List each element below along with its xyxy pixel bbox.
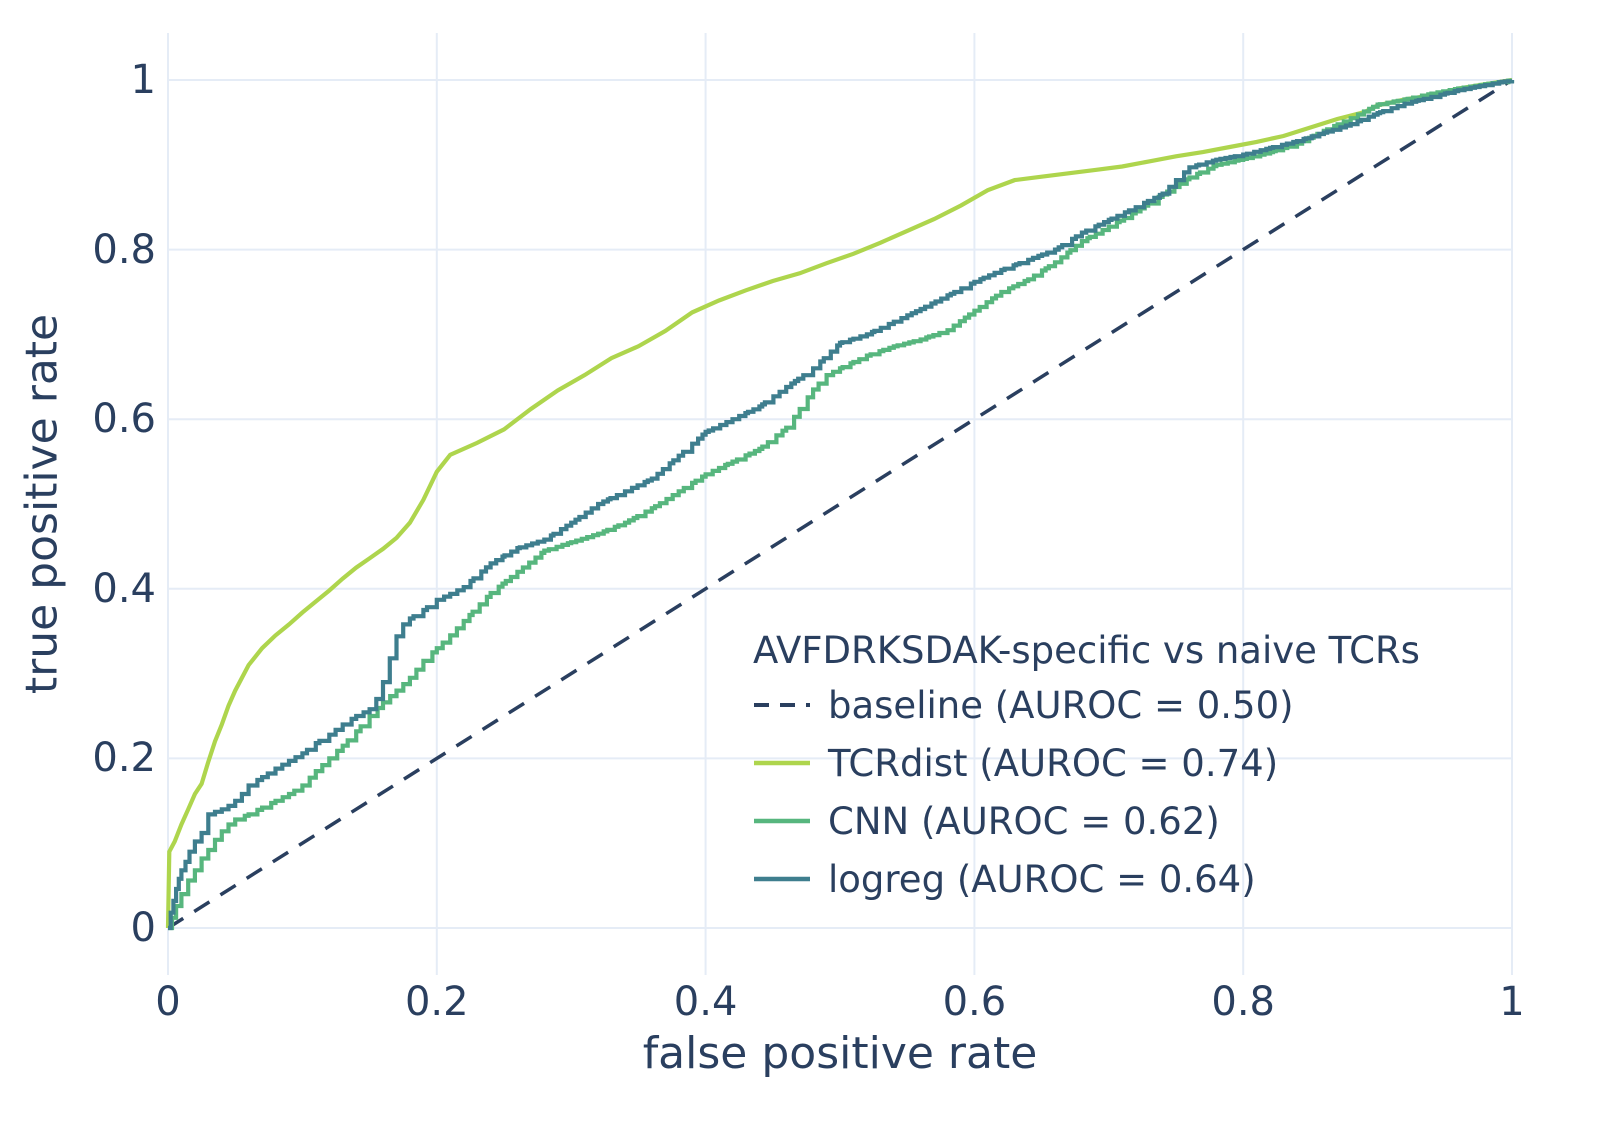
cnn-line-swatch-icon — [754, 818, 810, 824]
y-axis-title: true positive rate — [16, 313, 68, 695]
x-tick-label: 0.6 — [942, 979, 1007, 1025]
y-tick-label: 0.4 — [92, 565, 156, 612]
x-tick-label: 0.4 — [673, 979, 738, 1025]
x-axis-title: false positive rate — [642, 1028, 1038, 1079]
legend-item-baseline: baseline (AUROC = 0.50) — [753, 676, 1420, 734]
legend-item-logreg: logreg (AUROC = 0.64) — [753, 850, 1420, 908]
y-tick-label: 0.2 — [92, 735, 156, 782]
logreg-line-swatch-icon — [754, 876, 810, 882]
x-tick-label: 1 — [1499, 979, 1525, 1025]
baseline-line-swatch-icon — [754, 703, 810, 707]
legend-item-label: logreg (AUROC = 0.64) — [828, 857, 1256, 901]
legend-item-cnn: CNN (AUROC = 0.62) — [753, 792, 1420, 850]
legend-item-tcrdist: TCRdist (AUROC = 0.74) — [753, 734, 1420, 792]
tcrdist-line-swatch-icon — [754, 760, 810, 766]
y-tick-label: 0.8 — [92, 226, 156, 273]
y-tick-label: 1 — [130, 57, 156, 103]
legend-item-label: baseline (AUROC = 0.50) — [828, 683, 1294, 727]
legend-title: AVFDRKSDAK-specific vs naive TCRs — [753, 629, 1420, 672]
x-tick-label: 0.2 — [404, 979, 469, 1025]
x-tick-label: 0 — [155, 979, 181, 1025]
legend: AVFDRKSDAK-specific vs naive TCRs baseli… — [753, 626, 1420, 908]
x-tick-label: 0.8 — [1211, 979, 1275, 1025]
legend-item-label: TCRdist (AUROC = 0.74) — [828, 741, 1279, 785]
y-tick-label: 0.6 — [92, 396, 156, 443]
y-tick-label: 0 — [130, 905, 156, 951]
legend-item-label: CNN (AUROC = 0.62) — [828, 799, 1220, 843]
